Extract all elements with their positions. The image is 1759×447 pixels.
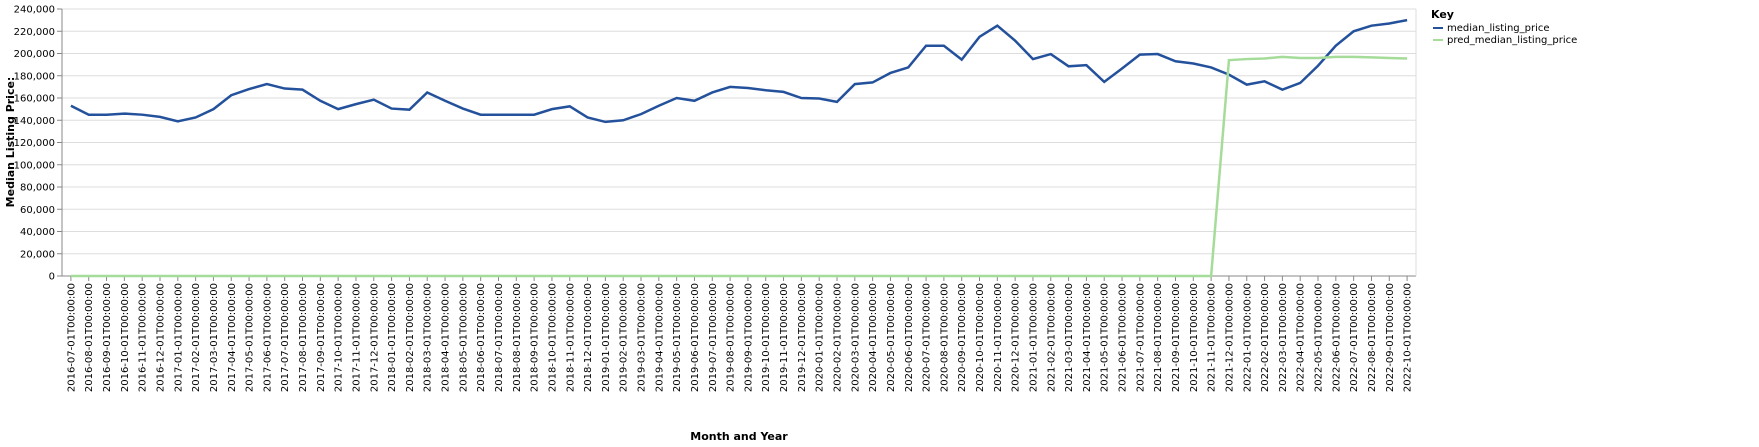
x-tick-label: 2020-10-01T00:00:00	[975, 283, 986, 392]
x-tick-label: 2021-06-01T00:00:00	[1118, 283, 1129, 392]
x-tick-label: 2016-07-01T00:00:00	[66, 283, 77, 392]
x-tick-label: 2019-02-01T00:00:00	[619, 283, 630, 392]
x-tick-label: 2022-07-01T00:00:00	[1349, 283, 1360, 392]
y-tick-label: 220,000	[14, 27, 55, 38]
y-tick-label: 240,000	[14, 5, 55, 16]
x-tick-label: 2021-09-01T00:00:00	[1171, 283, 1182, 392]
x-tick-label: 2017-03-01T00:00:00	[209, 283, 220, 392]
x-tick-label: 2020-11-01T00:00:00	[993, 283, 1004, 392]
x-tick-label: 2021-02-01T00:00:00	[1046, 283, 1057, 392]
x-tick-label: 2022-05-01T00:00:00	[1314, 283, 1325, 392]
y-tick-label: 0	[49, 272, 55, 283]
x-tick-label: 2020-08-01T00:00:00	[939, 283, 950, 392]
legend-label: pred_median_listing_price	[1447, 35, 1577, 46]
x-tick-label: 2022-02-01T00:00:00	[1260, 283, 1271, 392]
x-tick-label: 2017-07-01T00:00:00	[280, 283, 291, 392]
x-tick-label: 2019-03-01T00:00:00	[637, 283, 648, 392]
x-tick-label: 2016-10-01T00:00:00	[120, 283, 131, 392]
x-tick-label: 2019-09-01T00:00:00	[743, 283, 754, 392]
y-tick-label: 120,000	[14, 138, 55, 149]
x-tick-label: 2022-03-01T00:00:00	[1278, 283, 1289, 392]
x-tick-label: 2018-11-01T00:00:00	[565, 283, 576, 392]
x-tick-label: 2019-12-01T00:00:00	[797, 283, 808, 392]
x-tick-label: 2020-01-01T00:00:00	[815, 283, 826, 392]
x-tick-label: 2019-04-01T00:00:00	[654, 283, 665, 392]
x-tick-label: 2017-06-01T00:00:00	[262, 283, 273, 392]
x-tick-label: 2018-01-01T00:00:00	[387, 283, 398, 392]
x-tick-label: 2018-02-01T00:00:00	[405, 283, 416, 392]
x-tick-label: 2019-10-01T00:00:00	[761, 283, 772, 392]
y-tick-label: 200,000	[14, 49, 55, 60]
x-tick-label: 2021-12-01T00:00:00	[1224, 283, 1235, 392]
x-tick-label: 2018-07-01T00:00:00	[494, 283, 505, 392]
x-tick-label: 2017-10-01T00:00:00	[334, 283, 345, 392]
x-tick-label: 2020-05-01T00:00:00	[886, 283, 897, 392]
x-tick-label: 2020-09-01T00:00:00	[957, 283, 968, 392]
x-tick-label: 2022-04-01T00:00:00	[1296, 283, 1307, 392]
y-tick-label: 160,000	[14, 94, 55, 105]
y-tick-label: 180,000	[14, 71, 55, 82]
x-tick-label: 2017-04-01T00:00:00	[227, 283, 238, 392]
y-axis-title: Median Listing Price:	[4, 77, 17, 208]
x-tick-label: 2021-11-01T00:00:00	[1207, 283, 1218, 392]
x-tick-label: 2016-12-01T00:00:00	[155, 283, 166, 392]
x-tick-label: 2017-05-01T00:00:00	[245, 283, 256, 392]
x-tick-label: 2018-05-01T00:00:00	[458, 283, 469, 392]
x-tick-label: 2018-09-01T00:00:00	[530, 283, 541, 392]
x-tick-label: 2020-04-01T00:00:00	[868, 283, 879, 392]
x-tick-label: 2017-12-01T00:00:00	[369, 283, 380, 392]
x-axis-title: Month and Year	[690, 430, 788, 443]
x-tick-label: 2019-11-01T00:00:00	[779, 283, 790, 392]
x-tick-label: 2021-05-01T00:00:00	[1100, 283, 1111, 392]
y-tick-label: 20,000	[20, 249, 55, 260]
legend-label: median_listing_price	[1447, 23, 1550, 34]
y-tick-label: 40,000	[20, 227, 55, 238]
x-tick-label: 2019-08-01T00:00:00	[726, 283, 737, 392]
x-tick-label: 2021-03-01T00:00:00	[1064, 283, 1075, 392]
x-tick-label: 2022-09-01T00:00:00	[1385, 283, 1396, 392]
x-tick-label: 2021-08-01T00:00:00	[1153, 283, 1164, 392]
x-tick-label: 2020-06-01T00:00:00	[904, 283, 915, 392]
x-tick-label: 2022-06-01T00:00:00	[1331, 283, 1342, 392]
x-tick-label: 2019-05-01T00:00:00	[672, 283, 683, 392]
x-tick-label: 2017-09-01T00:00:00	[316, 283, 327, 392]
x-tick-label: 2017-11-01T00:00:00	[351, 283, 362, 392]
x-tick-label: 2020-02-01T00:00:00	[832, 283, 843, 392]
x-tick-label: 2019-01-01T00:00:00	[601, 283, 612, 392]
x-tick-label: 2017-08-01T00:00:00	[298, 283, 309, 392]
y-tick-label: 60,000	[20, 205, 55, 216]
x-tick-label: 2016-09-01T00:00:00	[102, 283, 113, 392]
x-tick-label: 2017-01-01T00:00:00	[173, 283, 184, 392]
x-tick-label: 2018-06-01T00:00:00	[476, 283, 487, 392]
x-tick-label: 2020-03-01T00:00:00	[850, 283, 861, 392]
x-tick-label: 2018-03-01T00:00:00	[423, 283, 434, 392]
x-tick-label: 2022-01-01T00:00:00	[1242, 283, 1253, 392]
x-tick-label: 2020-07-01T00:00:00	[922, 283, 933, 392]
x-tick-label: 2018-10-01T00:00:00	[547, 283, 558, 392]
y-tick-label: 140,000	[14, 116, 55, 127]
x-tick-label: 2022-08-01T00:00:00	[1367, 283, 1378, 392]
x-tick-label: 2021-04-01T00:00:00	[1082, 283, 1093, 392]
x-tick-label: 2021-07-01T00:00:00	[1135, 283, 1146, 392]
x-tick-label: 2021-10-01T00:00:00	[1189, 283, 1200, 392]
y-tick-label: 80,000	[20, 183, 55, 194]
x-tick-label: 2022-10-01T00:00:00	[1403, 283, 1414, 392]
x-tick-label: 2019-07-01T00:00:00	[708, 283, 719, 392]
x-tick-label: 2018-12-01T00:00:00	[583, 283, 594, 392]
x-tick-label: 2020-12-01T00:00:00	[1011, 283, 1022, 392]
x-tick-label: 2019-06-01T00:00:00	[690, 283, 701, 392]
series-line	[70, 18, 1408, 124]
x-tick-label: 2017-02-01T00:00:00	[191, 283, 202, 392]
x-tick-label: 2016-08-01T00:00:00	[84, 283, 95, 392]
x-tick-label: 2021-01-01T00:00:00	[1028, 283, 1039, 392]
legend-title: Key	[1431, 8, 1454, 21]
x-tick-label: 2016-11-01T00:00:00	[138, 283, 149, 392]
x-tick-label: 2018-08-01T00:00:00	[512, 283, 523, 392]
series-line	[70, 55, 1408, 278]
x-tick-label: 2018-04-01T00:00:00	[441, 283, 452, 392]
y-tick-label: 100,000	[14, 160, 55, 171]
